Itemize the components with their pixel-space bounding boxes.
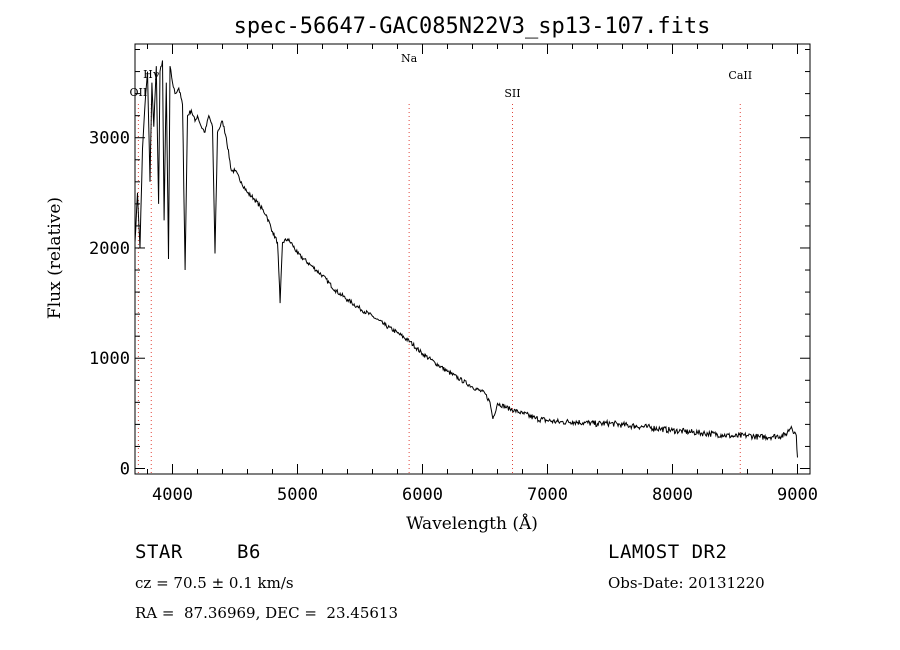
y-tick-label: 1000 [89, 349, 130, 369]
line-label: CaII [728, 69, 752, 82]
line-annotations: OII Hγ Na SII CaII [130, 52, 752, 474]
line-label: SII [504, 87, 520, 100]
y-tick-label: 2000 [89, 239, 130, 259]
x-tick-label: 5000 [277, 485, 318, 505]
x-tick-label: 7000 [527, 485, 568, 505]
x-axis-label: Wavelength (Å) [406, 513, 538, 534]
spectrum-series [134, 60, 798, 458]
coordinates: RA = 87.36969, DEC = 23.45613 [135, 604, 399, 622]
x-tick-label: 6000 [402, 485, 443, 505]
x-tick-label: 8000 [652, 485, 693, 505]
redshift-cz: cz = 70.5 ± 0.1 km/s [135, 574, 294, 592]
x-tick-label: 4000 [152, 485, 193, 505]
subclass: B6 [237, 541, 261, 563]
survey-name: LAMOST DR2 [608, 541, 728, 563]
line-label: Hγ [143, 68, 160, 81]
y-tick-label: 0 [120, 459, 130, 479]
spectrum-line [134, 60, 798, 458]
x-tick-label: 9000 [777, 485, 818, 505]
object-type: STAR [135, 541, 183, 563]
plot-axes: 4000 5000 6000 7000 8000 9000 0 1000 2000 3000 [89, 43, 818, 505]
y-axis-label: Flux (relative) [45, 197, 65, 319]
spectrum-chart: spec-56647-GAC085N22V3_sp13-107.fits OII… [45, 14, 818, 534]
observation-date: Obs-Date: 20131220 [608, 574, 765, 592]
chart-title: spec-56647-GAC085N22V3_sp13-107.fits [234, 14, 711, 39]
line-label: OII [130, 86, 148, 99]
line-label: Na [401, 52, 418, 65]
y-tick-label: 3000 [89, 129, 130, 149]
plot-frame [134, 43, 811, 475]
